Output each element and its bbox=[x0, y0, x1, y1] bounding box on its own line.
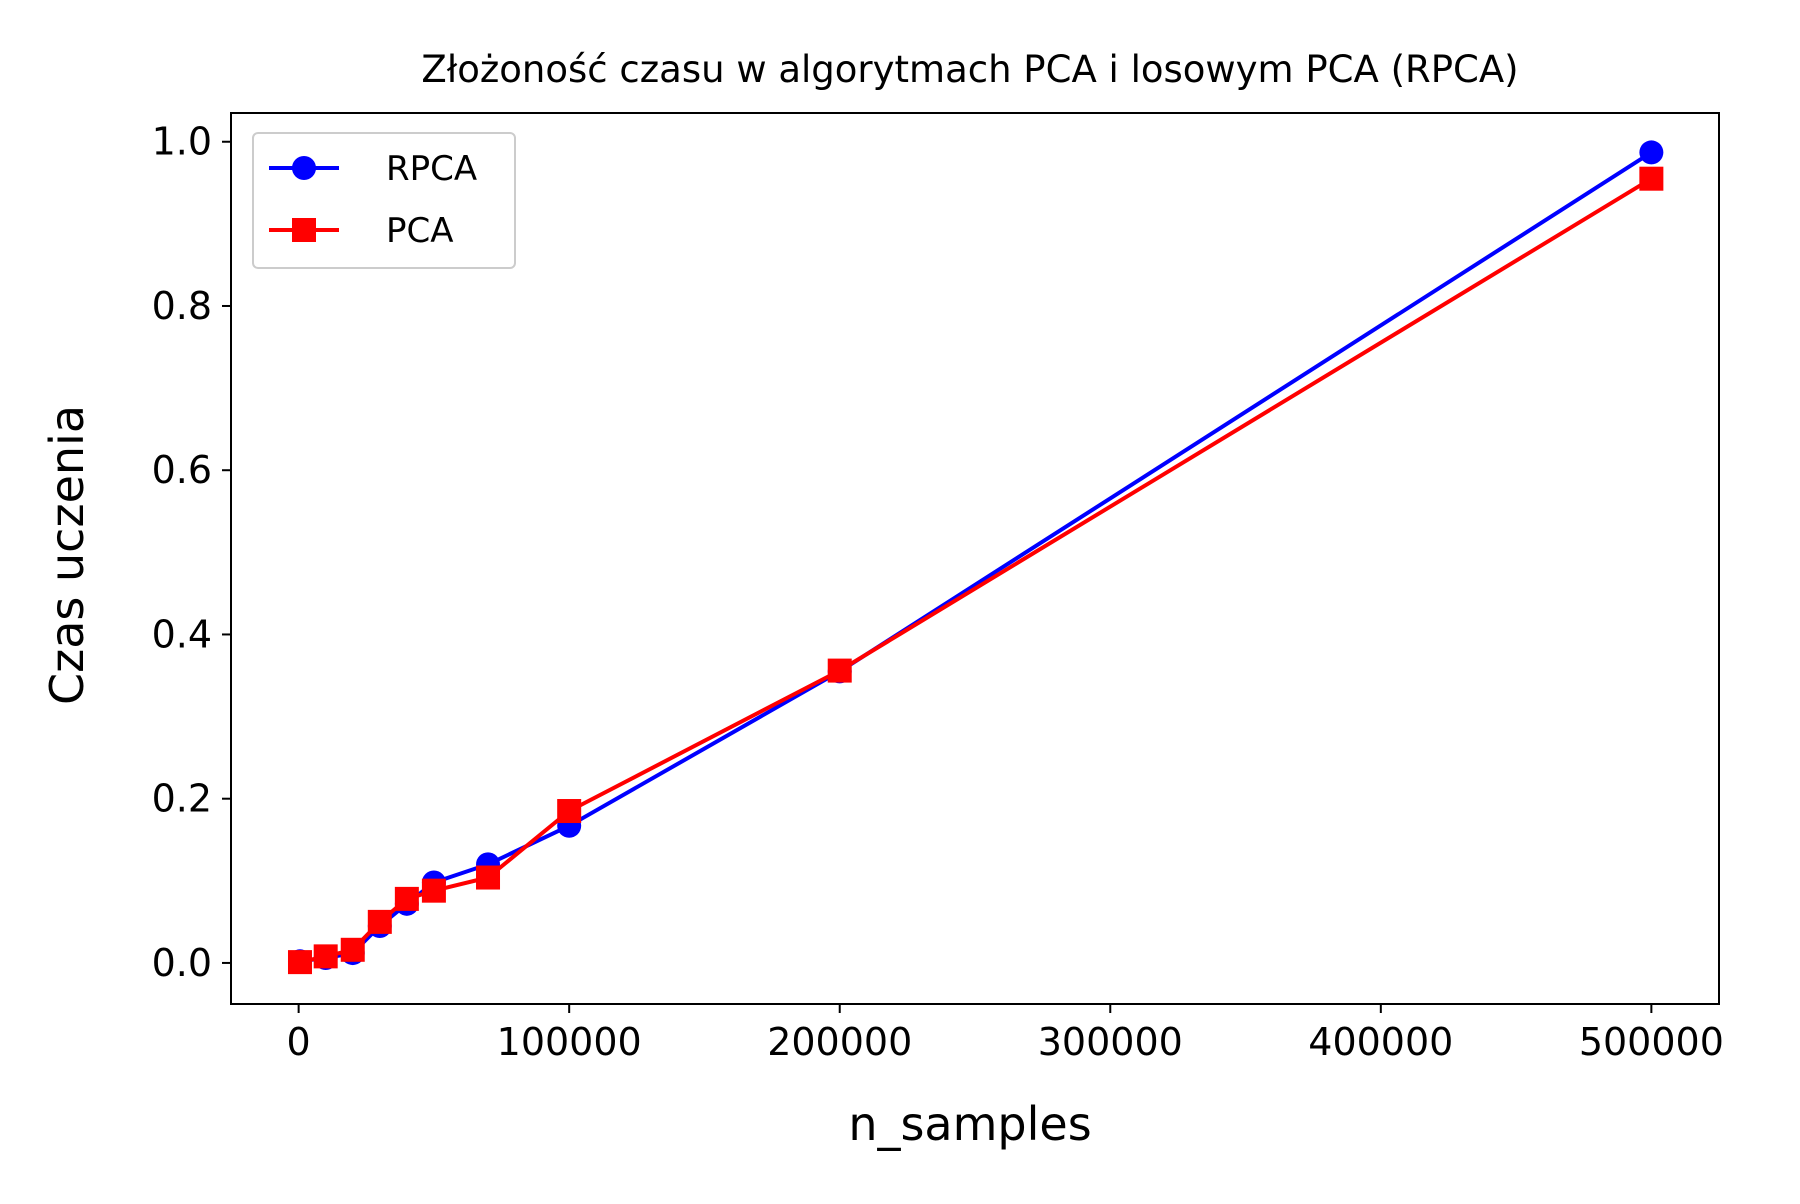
y-tick-label: 0.4 bbox=[152, 612, 212, 656]
pca-point bbox=[340, 937, 365, 962]
axes-frame bbox=[230, 112, 1720, 1005]
pca-point bbox=[1639, 166, 1664, 191]
pca-point bbox=[394, 886, 419, 911]
rpca-legend-marker bbox=[292, 156, 316, 180]
pca-point bbox=[476, 865, 501, 890]
pca-legend-marker bbox=[292, 218, 316, 242]
pca-point bbox=[557, 799, 582, 824]
y-tick-label: 0.8 bbox=[152, 284, 212, 328]
x-tick-label: 300000 bbox=[1038, 1020, 1183, 1064]
pca-series-line bbox=[299, 176, 1653, 965]
pca-point bbox=[313, 944, 338, 969]
y-tick-label: 0.0 bbox=[152, 941, 212, 985]
x-tick-label: 200000 bbox=[767, 1020, 912, 1064]
y-axis-label: Czas uczenia bbox=[40, 405, 94, 705]
pca-point bbox=[827, 658, 852, 683]
pca-point bbox=[287, 950, 312, 975]
chart-title: Złożoność czasu w algorytmach PCA i loso… bbox=[421, 48, 1518, 91]
y-tick-label: 1.0 bbox=[152, 120, 212, 164]
y-tick-label: 0.6 bbox=[152, 448, 212, 492]
x-tick-label: 400000 bbox=[1308, 1020, 1453, 1064]
pca-point bbox=[421, 878, 446, 903]
pca-legend-label: PCA bbox=[386, 211, 454, 251]
x-axis-label: n_samples bbox=[848, 1097, 1091, 1151]
rpca-point bbox=[1639, 140, 1664, 165]
rpca-legend-label: RPCA bbox=[386, 149, 477, 189]
rpca-series-line bbox=[299, 150, 1653, 964]
x-tick-label: 0 bbox=[287, 1020, 311, 1064]
y-tick-label: 0.2 bbox=[152, 777, 212, 821]
x-tick-label: 100000 bbox=[497, 1020, 642, 1064]
pca-point bbox=[367, 909, 392, 934]
plot-area: 0 100000 200000 300000 400000 500000 0.0 0.2 0.4… bbox=[152, 112, 1724, 1064]
legend: RPCA PCA bbox=[252, 132, 516, 269]
x-tick-label: 500000 bbox=[1579, 1020, 1724, 1064]
